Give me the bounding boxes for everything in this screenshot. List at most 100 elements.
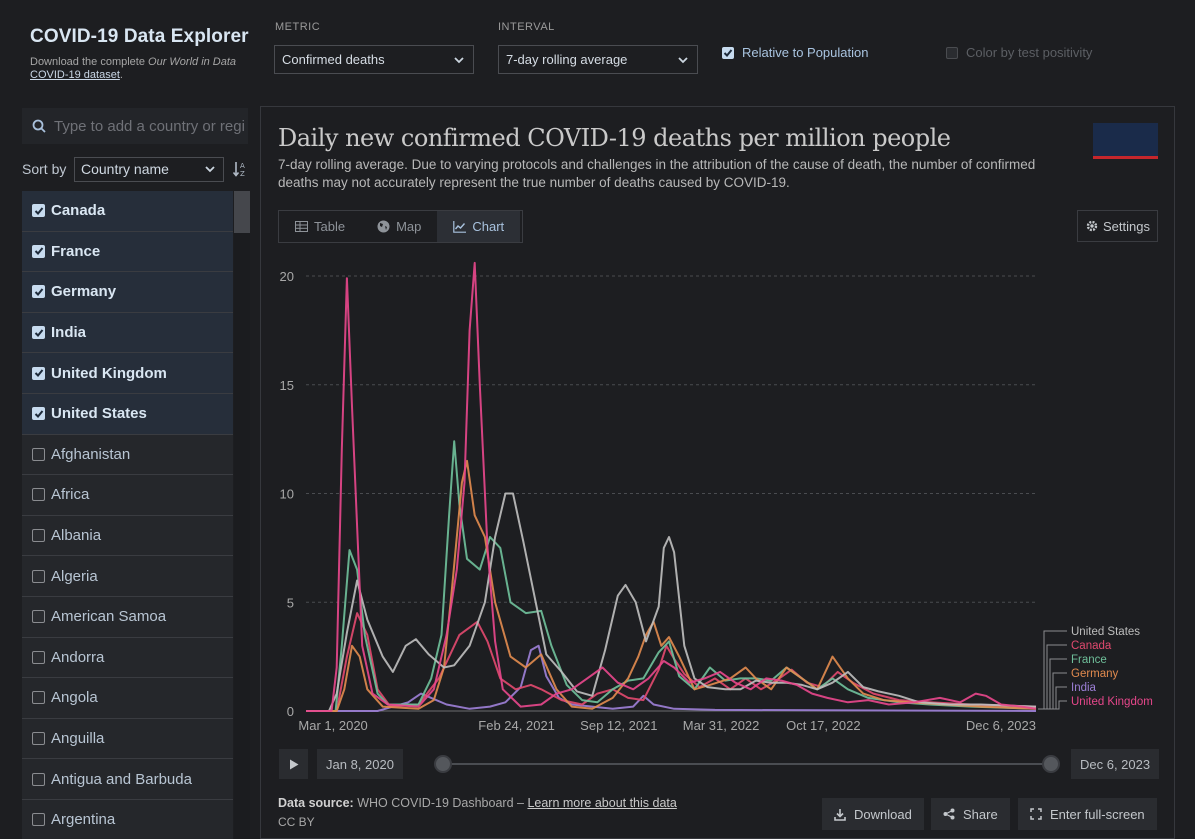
series-line-united-states xyxy=(306,492,1037,712)
country-item[interactable]: Argentina xyxy=(22,799,233,839)
checkbox-checked-icon[interactable] xyxy=(32,407,45,421)
play-icon xyxy=(289,759,298,769)
country-item[interactable]: Angola xyxy=(22,678,233,719)
timeline-track[interactable] xyxy=(443,763,1051,765)
search-input[interactable] xyxy=(54,117,244,135)
tab-map[interactable]: Map xyxy=(361,211,437,242)
sort-direction-icon[interactable]: A Z xyxy=(233,160,249,178)
scrollbar[interactable] xyxy=(234,191,250,839)
country-search xyxy=(22,108,248,144)
legend-label: United Kingdom xyxy=(1071,696,1153,708)
country-name: Angola xyxy=(51,689,98,707)
y-tick-label: 0 xyxy=(287,704,294,719)
timeline-start-handle[interactable] xyxy=(434,755,452,773)
country-name: Canada xyxy=(51,202,106,220)
start-date[interactable]: Jan 8, 2020 xyxy=(317,749,403,779)
settings-button[interactable]: Settings xyxy=(1077,210,1158,242)
country-item[interactable]: United States xyxy=(22,393,233,435)
checkbox-checked-icon[interactable] xyxy=(32,204,45,218)
relative-to-population-toggle[interactable]: Relative to Population xyxy=(722,45,868,60)
country-item[interactable]: Canada xyxy=(22,191,233,232)
legend-connector xyxy=(1038,672,1067,710)
x-tick-label: Feb 24, 2021 xyxy=(478,718,555,733)
checkbox-unchecked-icon[interactable] xyxy=(32,813,45,827)
country-name: Antigua and Barbuda xyxy=(51,770,192,788)
line-chart: 0 5 10 15 20 Mar 1, 2020 Feb 24, 2021 Sep 12, 2… xyxy=(280,261,1153,733)
checkbox-checked-icon[interactable] xyxy=(32,244,45,258)
country-name: Albania xyxy=(51,527,102,545)
series-line-united-kingdom xyxy=(306,261,1037,712)
owid-logo[interactable] xyxy=(1093,123,1158,159)
sort-label: Sort by xyxy=(22,161,67,177)
country-item[interactable]: France xyxy=(22,231,233,273)
country-name: American Samoa xyxy=(51,608,167,626)
checkbox-checked-icon[interactable] xyxy=(32,366,45,380)
x-tick-label: Mar 31, 2022 xyxy=(683,718,760,733)
checkbox-unchecked-icon[interactable] xyxy=(32,691,45,705)
gear-icon xyxy=(1086,220,1098,232)
tab-chart[interactable]: Chart xyxy=(437,211,521,242)
country-item[interactable]: United Kingdom xyxy=(22,353,233,394)
country-item[interactable]: Antigua and Barbuda xyxy=(22,759,233,800)
sort-select[interactable]: Country name xyxy=(74,156,224,182)
dataset-link[interactable]: COVID-19 dataset xyxy=(30,69,120,81)
y-tick-label: 10 xyxy=(280,487,294,502)
app-title: COVID-19 Data Explorer xyxy=(30,26,249,47)
country-item[interactable]: Albania xyxy=(22,515,233,557)
country-name: Argentina xyxy=(51,811,116,829)
checkbox-unchecked-icon[interactable] xyxy=(32,610,45,624)
checkbox-unchecked-icon[interactable] xyxy=(32,650,45,664)
checkbox-unchecked-icon[interactable] xyxy=(32,447,45,461)
country-name: United States xyxy=(51,405,147,423)
checkbox-unchecked-icon[interactable] xyxy=(32,488,45,502)
metric-dropdown[interactable]: Confirmed deaths xyxy=(274,45,474,74)
share-button[interactable]: Share xyxy=(931,798,1010,830)
country-item[interactable]: India xyxy=(22,312,233,354)
x-tick-label: Mar 1, 2020 xyxy=(298,718,367,733)
checkbox-checked-icon[interactable] xyxy=(32,285,45,299)
end-date[interactable]: Dec 6, 2023 xyxy=(1071,749,1160,779)
svg-text:A: A xyxy=(240,162,245,170)
checkbox-unchecked-icon[interactable] xyxy=(32,732,45,746)
color-by-positivity-toggle[interactable]: Color by test positivity xyxy=(946,45,1092,60)
app-subtitle: Download the complete Our World in Data … xyxy=(30,56,237,81)
country-name: Anguilla xyxy=(51,730,105,748)
country-name: India xyxy=(51,324,87,342)
country-item[interactable]: Africa xyxy=(22,475,233,516)
learn-more-link[interactable]: Learn more about this data xyxy=(527,796,677,810)
checkbox-checked-icon xyxy=(722,46,734,59)
legend-label: India xyxy=(1071,682,1097,694)
checkbox-checked-icon[interactable] xyxy=(32,326,45,340)
checkbox-unchecked-icon[interactable] xyxy=(32,569,45,583)
view-tabs: Table Map Chart xyxy=(278,210,523,243)
interval-dropdown[interactable]: 7-day rolling average xyxy=(498,45,698,74)
country-item[interactable]: Algeria xyxy=(22,556,233,597)
legend-connector xyxy=(1038,700,1067,710)
timeline-end-handle[interactable] xyxy=(1042,755,1060,773)
legend-label: France xyxy=(1071,654,1107,666)
country-item[interactable]: Anguilla xyxy=(22,718,233,760)
x-tick-label: Oct 17, 2022 xyxy=(786,718,860,733)
country-name: United Kingdom xyxy=(51,364,167,382)
chevron-down-icon xyxy=(205,165,215,172)
series-line-germany xyxy=(306,459,1037,712)
checkbox-unchecked-icon[interactable] xyxy=(32,529,45,543)
interval-label: INTERVAL xyxy=(498,21,555,33)
play-button[interactable] xyxy=(279,749,308,779)
country-item[interactable]: Andorra xyxy=(22,637,233,679)
checkbox-unchecked-icon[interactable] xyxy=(32,772,45,786)
sidebar: COVID-19 Data Explorer Download the comp… xyxy=(0,0,255,839)
country-item[interactable]: Germany xyxy=(22,272,233,313)
country-item[interactable]: Afghanistan xyxy=(22,434,233,476)
country-item[interactable]: American Samoa xyxy=(22,596,233,638)
scrollbar-thumb[interactable] xyxy=(234,191,250,233)
table-icon xyxy=(295,221,308,232)
y-tick-label: 20 xyxy=(280,269,294,284)
country-name: Afghanistan xyxy=(51,445,131,463)
tab-table[interactable]: Table xyxy=(279,211,361,242)
country-list: Canada France Germany India United Kingdom Un… xyxy=(22,191,250,839)
metric-label: METRIC xyxy=(275,21,321,33)
legend-label: Germany xyxy=(1071,668,1119,680)
download-button[interactable]: Download xyxy=(822,798,924,830)
fullscreen-button[interactable]: Enter full-screen xyxy=(1018,798,1157,830)
